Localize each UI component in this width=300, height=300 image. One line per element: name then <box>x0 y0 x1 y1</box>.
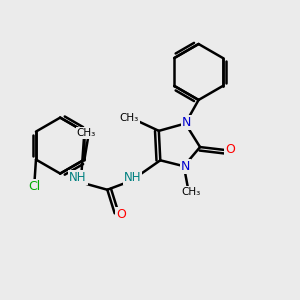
Text: CH₃: CH₃ <box>77 128 96 138</box>
Text: NH: NH <box>124 171 141 184</box>
Text: CH₃: CH₃ <box>120 113 139 123</box>
Text: N: N <box>182 116 191 128</box>
Text: CH₃: CH₃ <box>181 187 200 197</box>
Text: N: N <box>181 160 190 173</box>
Text: O: O <box>116 208 126 221</box>
Text: O: O <box>225 143 235 157</box>
Text: Cl: Cl <box>28 181 40 194</box>
Text: NH: NH <box>69 171 87 184</box>
